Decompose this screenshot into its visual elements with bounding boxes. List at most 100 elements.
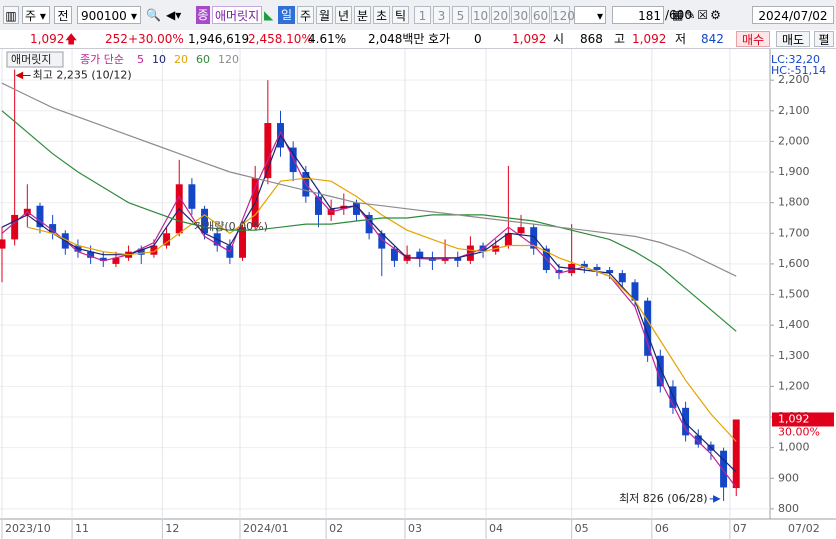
legend-box <box>6 51 64 68</box>
candle-body <box>441 257 449 261</box>
candle-body <box>11 214 19 240</box>
candle-body <box>530 227 538 249</box>
search-icon[interactable]: 🔍 <box>146 8 161 22</box>
ma-line <box>1 110 737 332</box>
turnover: 4.61% <box>308 32 347 46</box>
candle-body <box>239 227 247 258</box>
y-tick-label: 1,600 <box>778 257 810 270</box>
candle-body <box>49 224 57 234</box>
candle-body <box>378 233 386 249</box>
low-arrow <box>709 495 721 503</box>
legend-entry: 10 <box>152 53 166 66</box>
x-tick-label: 12 <box>165 522 179 535</box>
minute-button[interactable]: 1 <box>414 6 431 24</box>
minute-button[interactable]: 5 <box>452 6 469 24</box>
legend-entry: 20 <box>174 53 188 66</box>
candle-body <box>188 184 196 209</box>
legend-name: 애머릿지 <box>11 53 51 66</box>
interval-button[interactable]: 분 <box>354 6 371 24</box>
dropdown-arrow: ▾ <box>130 9 137 23</box>
y-tick-label: 1,500 <box>778 288 810 301</box>
candle-body <box>593 266 601 271</box>
chart-bg <box>0 49 836 539</box>
candle-body <box>454 257 462 261</box>
minute-button[interactable]: 10 <box>471 6 490 24</box>
candle-body <box>555 270 563 274</box>
high-label: 고 <box>614 32 626 46</box>
flag-icon: ◣ <box>264 8 274 22</box>
interval-button[interactable]: 월 <box>316 6 333 24</box>
y-tick-label: 1,000 <box>778 441 810 454</box>
minute-button[interactable]: 3 <box>433 6 450 24</box>
minute-button[interactable]: 60 <box>531 6 550 24</box>
interval-button[interactable]: 주 <box>297 6 314 24</box>
date-input[interactable]: 2024/07/02 <box>752 6 834 24</box>
high-arrow <box>15 71 31 80</box>
code-input[interactable]: 900100 ▾ <box>77 6 141 24</box>
buy-button[interactable]: 매수 <box>736 31 770 47</box>
candle-body <box>618 273 626 283</box>
candle-body <box>201 208 209 234</box>
expand-button[interactable]: 펼 <box>814 31 834 47</box>
candle-body <box>669 386 677 408</box>
y-tick-label: 1,300 <box>778 349 810 362</box>
candle-body <box>0 239 6 249</box>
candle-body <box>137 248 145 255</box>
volume-rate: 2,458.10% <box>248 32 313 46</box>
chart: 8009001,0001,1001,2001,3001,4001,5001,60… <box>0 49 836 539</box>
interval-button[interactable]: 틱 <box>392 6 409 24</box>
up-arrow: 🡅 <box>65 32 78 46</box>
count-input[interactable]: 181 <box>612 6 664 24</box>
candle-body <box>732 419 740 489</box>
low: 842 <box>701 32 724 46</box>
price-change-label: 30.00% <box>778 425 820 438</box>
candle-body <box>720 450 728 488</box>
y-tick-label: 1,800 <box>778 196 810 209</box>
candle-body <box>606 270 614 274</box>
x-tick-label: 03 <box>408 522 422 535</box>
price: 1,092 <box>30 32 65 46</box>
minute-button[interactable]: 20 <box>491 6 510 24</box>
sound-icon[interactable]: ◀▾ <box>166 8 182 22</box>
candle-body <box>36 205 44 228</box>
interval-button[interactable]: 년 <box>335 6 352 24</box>
legend-entry: 60 <box>196 53 210 66</box>
interval-button[interactable]: 초 <box>373 6 390 24</box>
y-tick-label: 1,900 <box>778 165 810 178</box>
quote-label: 호가 <box>428 32 451 46</box>
candle-body <box>315 196 322 215</box>
change-rate: +30.00% <box>128 32 184 46</box>
candle-body <box>694 435 702 445</box>
x-tick-label: 2023/10 <box>5 522 51 535</box>
candle-body <box>504 233 512 246</box>
x-tick-label: 07/02 <box>788 522 820 535</box>
ask: 1,092 <box>512 32 547 46</box>
candle-body <box>163 233 171 246</box>
legend-entry: 120 <box>218 53 239 66</box>
minute-button[interactable]: 30 <box>511 6 530 24</box>
stock-name: 애머릿지 <box>212 6 262 24</box>
legend-label: 종가 단순 <box>80 53 124 66</box>
tool-icons[interactable]: ▦✎☒⚙ <box>672 8 723 22</box>
scale-info: HC:-51,14 <box>771 64 826 77</box>
candle-body <box>112 257 120 264</box>
ma-line <box>1 82 737 277</box>
candle-body <box>644 300 652 356</box>
high-annotation: 최고 2,235 (10/12) <box>33 68 132 81</box>
max-count: /600 <box>665 8 692 22</box>
scale-info: LC:32,20 <box>771 53 820 66</box>
y-tick-label: 1,200 <box>778 379 810 392</box>
view-button[interactable]: 전 <box>54 6 72 24</box>
candle-body <box>87 251 95 258</box>
minute-select[interactable]: ▾ <box>574 6 606 24</box>
menu-icon[interactable]: ▥ <box>3 6 19 24</box>
interval-button[interactable]: 일 <box>278 6 295 24</box>
open: 868 <box>580 32 603 46</box>
price-marker-label: 1,092 <box>778 412 810 425</box>
open-label: 시 <box>553 32 565 46</box>
sell-button[interactable]: 매도 <box>776 31 810 47</box>
x-tick-label: 04 <box>489 522 503 535</box>
minute-button[interactable]: 120 <box>551 6 575 24</box>
candle-body <box>682 407 690 436</box>
period-select[interactable]: 주 ▾ <box>22 6 50 24</box>
